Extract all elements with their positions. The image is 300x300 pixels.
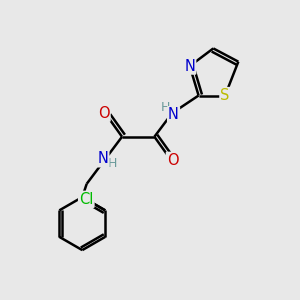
Text: S: S — [220, 88, 230, 103]
Text: H: H — [161, 101, 170, 114]
Text: N: N — [184, 58, 195, 74]
Text: H: H — [108, 157, 117, 170]
Text: O: O — [167, 153, 178, 168]
Text: O: O — [98, 106, 110, 121]
Text: Cl: Cl — [79, 192, 94, 207]
Text: N: N — [98, 151, 108, 166]
Text: N: N — [168, 107, 179, 122]
